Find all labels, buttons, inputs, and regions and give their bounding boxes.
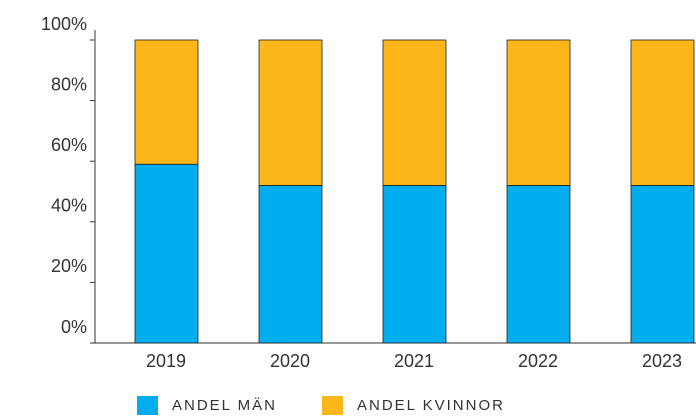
bar-segment bbox=[506, 185, 571, 344]
legend-swatch bbox=[137, 396, 158, 415]
bar-segment bbox=[630, 39, 695, 186]
x-tick-label: 2023 bbox=[642, 351, 682, 371]
y-tick-label: 20% bbox=[51, 256, 87, 276]
y-tick-label: 100% bbox=[41, 14, 87, 34]
x-tick-label: 2022 bbox=[518, 351, 558, 371]
bar-segment bbox=[134, 39, 199, 165]
x-tick-label: 2020 bbox=[270, 351, 310, 371]
bar-segment bbox=[630, 185, 695, 344]
y-tick-label: 80% bbox=[51, 74, 87, 94]
y-tick-label: 60% bbox=[51, 135, 87, 155]
x-tick-label: 2019 bbox=[146, 351, 186, 371]
bar-segment bbox=[506, 39, 571, 186]
bar-segment bbox=[258, 39, 323, 186]
bar-segment bbox=[382, 185, 447, 344]
legend-label: ANDEL KVINNOR bbox=[357, 397, 505, 414]
y-tick-label: 0% bbox=[61, 317, 87, 337]
x-tick-label: 2021 bbox=[394, 351, 434, 371]
y-tick-label: 40% bbox=[51, 196, 87, 216]
bar-segment bbox=[382, 39, 447, 186]
bar-segment bbox=[258, 185, 323, 344]
bar-segment bbox=[134, 163, 199, 344]
legend-swatch bbox=[322, 396, 343, 415]
legend-label: ANDEL MÄN bbox=[172, 397, 277, 414]
